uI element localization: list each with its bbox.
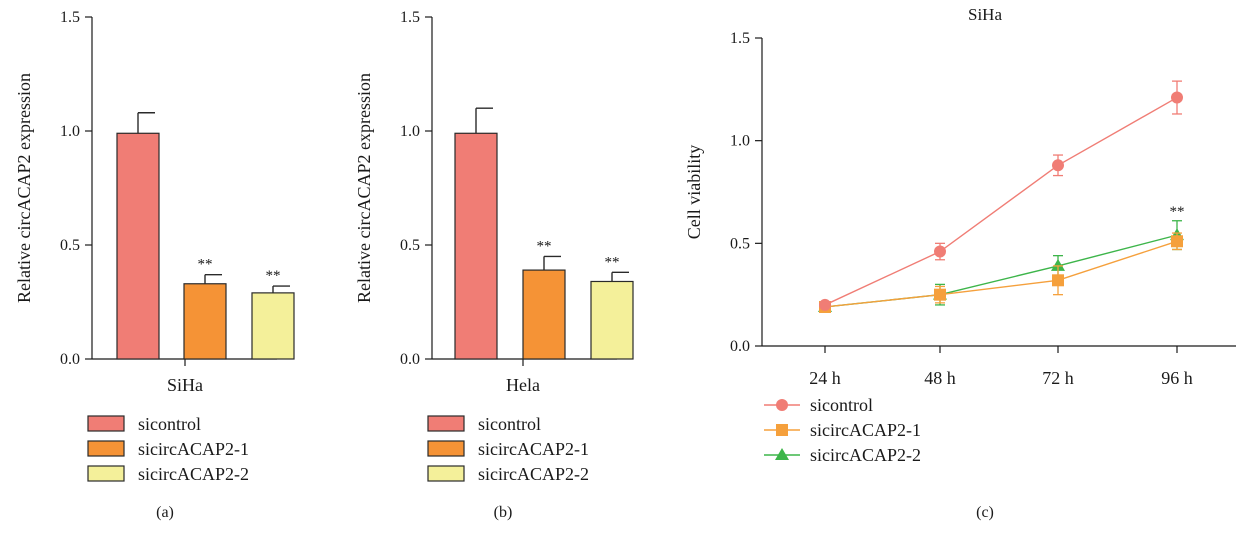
panel-a-y-axis-title: Relative circACAP2 expression [14,73,34,303]
panel-a-significance-mark: ** [266,268,281,284]
panel-b-y-tick-label: 0.0 [400,351,420,368]
panel-b-significance-mark: ** [605,254,620,270]
panel-c-point-sicontrol [1052,159,1064,172]
panel-c-y-tick-label: 0.0 [730,338,750,355]
panel-a-legend-label: sicontrol [138,414,201,434]
panel-a-y-tick-label: 1.0 [60,123,80,140]
panel-c-legend-label: sicircACAP2-1 [810,420,921,440]
panel-c-legend-label: sicircACAP2-2 [810,445,921,465]
panel-a-significance-mark: ** [198,257,213,273]
panel-c-chart: 0.0 0.5 1.0 1.5 24 h 48 h 72 h 96 h SiHa Cell via… [684,5,1236,521]
panel-c-title: SiHa [968,5,1002,24]
panel-c-significance-mark: ** [1170,204,1185,220]
panel-c-point-sicontrol [934,245,946,258]
panel-b-chart: 0.0 0.5 1.0 1.5 Hela Relative circACAP2 expre… [354,9,634,521]
panel-a-legend-swatch [87,465,125,482]
panel-b-bar-sicontrol [454,132,498,360]
panel-c-point-sicontrol [819,298,831,311]
panel-c-y-tick-label: 0.5 [730,235,750,252]
panel-b-x-category-label: Hela [506,375,540,395]
panel-c-series-line-sicircACAP2-1 [824,240,1178,308]
panel-b-legend-label: sicircACAP2-2 [478,464,589,484]
panel-c-x-tick-label: 72 h [1042,368,1074,388]
panel-c-y-tick-label: 1.5 [730,30,750,47]
panel-a-y-tick-label: 1.5 [60,9,80,26]
panel-c-point-sicircACAP2-1 [934,288,946,301]
panel-c-x-tick-label: 48 h [924,368,956,388]
panel-b-tag: (b) [494,504,513,521]
panel-b-bar-sicircACAP2-1 [522,269,566,360]
panel-a-legend-label: sicircACAP2-1 [138,439,249,459]
panel-a-tag: (a) [156,504,174,521]
panel-b-legend-swatch [427,415,465,432]
panel-a-legend-label: sicircACAP2-2 [138,464,249,484]
panel-c-point-sicircACAP2-2 [1051,258,1065,271]
panel-a-bar-sicircACAP2-2 [251,292,295,360]
panel-c-point-sicircACAP2-1 [1052,274,1064,287]
panel-a-y-tick-label: 0.5 [60,237,80,254]
panel-c-legend-marker [776,424,788,436]
panel-b-y-tick-label: 1.0 [400,123,420,140]
panel-c-x-tick-label: 24 h [809,368,841,388]
panel-b-legend-label: sicontrol [478,414,541,434]
panel-a-legend-swatch [87,415,125,432]
panel-c-y-axis-title: Cell viability [684,145,704,240]
panel-a-chart: 0.0 0.5 1.0 1.5 SiHa Relative circACAP2 expre… [14,9,295,521]
panel-a-x-category-label: SiHa [167,375,203,395]
panel-b-y-axis-title: Relative circACAP2 expression [354,73,374,303]
panel-b-legend-swatch [427,440,465,457]
panel-c-tag: (c) [976,504,994,521]
panel-a-bar-sicontrol [116,132,160,360]
panel-b-bar-sicircACAP2-2 [590,280,634,360]
panel-a-y-tick-label: 0.0 [60,351,80,368]
panel-a-bar-sicircACAP2-1 [183,283,227,360]
panel-a-legend-swatch [87,440,125,457]
panel-c-series-line-sicontrol [824,96,1178,306]
panel-c-y-tick-label: 1.0 [730,133,750,150]
panel-b-y-tick-label: 0.5 [400,237,420,254]
panel-b-legend-swatch [427,465,465,482]
panel-b-legend-label: sicircACAP2-1 [478,439,589,459]
panel-c-legend-marker [775,448,789,460]
panel-c-x-tick-label: 96 h [1161,368,1193,388]
panel-c-legend-label: sicontrol [810,395,873,415]
panel-b-significance-mark: ** [537,238,552,254]
panel-c-legend-marker [776,399,788,411]
panel-b-y-tick-label: 1.5 [400,9,420,26]
panel-c-point-sicircACAP2-1 [1171,235,1183,248]
panel-c-series-line-sicircACAP2-2 [824,234,1178,308]
panel-c-point-sicontrol [1171,91,1183,104]
